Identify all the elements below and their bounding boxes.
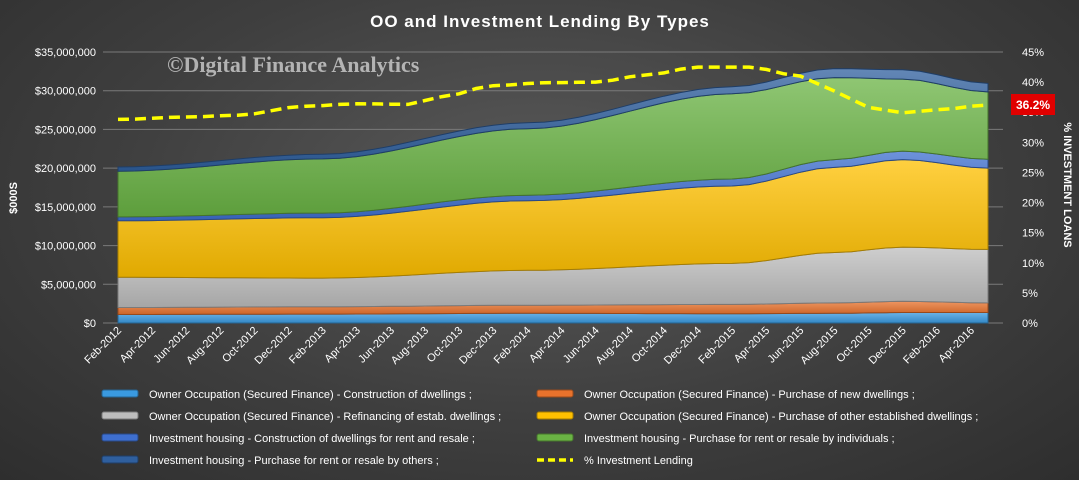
investment-share-line	[117, 65, 989, 122]
x-axis: Feb-2012Apr-2012Jun-2012Aug-2012Oct-2012…	[82, 325, 977, 367]
legend-swatch	[101, 433, 139, 442]
y2-tick-label: 10%	[1022, 258, 1044, 270]
legend-label: Investment housing - Purchase for rent o…	[149, 455, 439, 467]
y-axis-title: $000S	[8, 182, 20, 214]
x-tick-label: Aug-2015	[798, 325, 840, 367]
y2-tick-label: 15%	[1022, 228, 1044, 240]
legend-swatch	[536, 389, 574, 398]
legend: Owner Occupation (Secured Finance) - Con…	[101, 389, 978, 467]
y2-tick-label: 5%	[1022, 288, 1038, 300]
legend-label: Owner Occupation (Secured Finance) - Con…	[149, 389, 472, 401]
secondary-y-axis: 0%5%10%15%20%25%30%35%40%45%	[1022, 47, 1044, 330]
chart-title: OO and Investment Lending By Types	[370, 12, 710, 31]
y2-tick-label: 0%	[1022, 318, 1038, 330]
legend-swatch	[101, 411, 139, 420]
legend-label: Investment housing - Construction of dwe…	[149, 433, 475, 445]
series-area-7	[117, 68, 989, 172]
watermark: ©Digital Finance Analytics	[167, 52, 420, 77]
legend-label: Owner Occupation (Secured Finance) - Pur…	[584, 389, 915, 401]
y2-tick-label: 20%	[1022, 198, 1044, 210]
legend-label: % Investment Lending	[584, 455, 693, 467]
stacked-areas	[117, 68, 989, 324]
legend-swatch	[101, 389, 139, 398]
x-tick-label: Aug-2013	[389, 325, 431, 367]
legend-swatch	[536, 411, 574, 420]
primary-y-axis: $0 $5,000,000 $10,000,000 $15,000,000 $20,00…	[35, 47, 96, 330]
x-tick-label: Feb-2012	[82, 325, 124, 367]
y2-tick-label: 45%	[1022, 47, 1044, 59]
x-tick-label: Feb-2013	[287, 325, 329, 367]
legend-swatch	[536, 433, 574, 442]
y2-tick-label: 30%	[1022, 137, 1044, 149]
last-value-callout-label: 36.2%	[1016, 98, 1050, 112]
legend-label: Investment housing - Purchase for rent o…	[584, 433, 895, 445]
legend-swatch	[101, 455, 139, 464]
y-tick-label: $0	[84, 318, 96, 330]
y-tick-label: $5,000,000	[41, 279, 96, 291]
x-tick-label: Feb-2015	[696, 325, 738, 367]
investment-share-line-layer	[117, 65, 989, 122]
y-tick-label: $25,000,000	[35, 124, 96, 136]
x-tick-label: Aug-2012	[184, 325, 226, 367]
last-value-callout: 36.2%	[1011, 93, 1055, 115]
y2-tick-label: 25%	[1022, 167, 1044, 179]
x-tick-label: Apr-2016	[937, 325, 977, 365]
secondary-y-axis-title: % INVESTMENT LOANS	[1061, 122, 1073, 247]
legend-label: Owner Occupation (Secured Finance) - Pur…	[584, 411, 978, 423]
y-tick-label: $35,000,000	[35, 47, 96, 59]
y-tick-label: $20,000,000	[35, 163, 96, 175]
y-tick-label: $30,000,000	[35, 86, 96, 98]
y2-tick-label: 40%	[1022, 77, 1044, 89]
legend-label: Owner Occupation (Secured Finance) - Ref…	[149, 411, 501, 423]
x-tick-label: Feb-2016	[901, 325, 943, 367]
y-tick-label: $15,000,000	[35, 202, 96, 214]
x-tick-label: Aug-2014	[594, 325, 636, 367]
x-tick-label: Feb-2014	[492, 325, 534, 367]
last-value-callout-box	[1011, 93, 1055, 115]
y-tick-label: $10,000,000	[35, 241, 96, 253]
